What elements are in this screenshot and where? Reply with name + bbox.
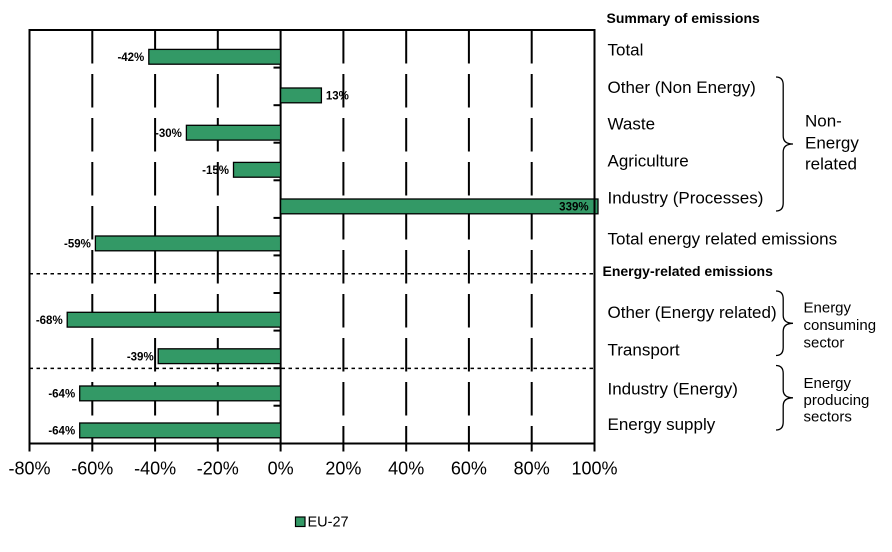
svg-text:100%: 100% [571, 459, 617, 479]
svg-text:Energy: Energy [804, 375, 852, 392]
svg-text:EU-27: EU-27 [308, 515, 349, 531]
svg-text:producing: producing [804, 392, 870, 409]
svg-text:sectors: sectors [804, 408, 852, 425]
svg-text:Summary of emissions: Summary of emissions [607, 10, 760, 26]
svg-text:80%: 80% [514, 459, 550, 479]
svg-text:Total: Total [608, 40, 644, 59]
svg-text:60%: 60% [451, 459, 487, 479]
svg-text:Waste: Waste [608, 115, 656, 134]
svg-text:-20%: -20% [197, 459, 239, 479]
svg-text:-39%: -39% [127, 351, 154, 363]
svg-text:339%: 339% [559, 202, 588, 214]
svg-text:related: related [805, 155, 857, 174]
svg-text:Industry (Energy): Industry (Energy) [608, 379, 738, 398]
svg-text:40%: 40% [388, 459, 424, 479]
svg-text:-68%: -68% [36, 315, 63, 327]
svg-text:-80%: -80% [8, 459, 50, 479]
svg-text:Energy-related emissions: Energy-related emissions [603, 263, 774, 279]
svg-text:-60%: -60% [71, 459, 113, 479]
svg-text:Energy: Energy [805, 134, 859, 153]
svg-text:-40%: -40% [134, 459, 176, 479]
svg-text:-15%: -15% [202, 165, 229, 177]
svg-text:Energy: Energy [804, 300, 852, 317]
svg-text:Other (Non Energy): Other (Non Energy) [608, 78, 756, 97]
svg-text:consuming: consuming [804, 317, 877, 334]
svg-text:Industry (Processes): Industry (Processes) [608, 189, 764, 208]
svg-text:Energy supply: Energy supply [608, 415, 716, 434]
svg-text:Non-: Non- [805, 112, 842, 131]
svg-text:-30%: -30% [155, 128, 182, 140]
svg-text:0%: 0% [268, 459, 294, 479]
svg-text:Other (Energy related): Other (Energy related) [608, 303, 777, 322]
svg-text:-42%: -42% [117, 52, 144, 64]
svg-text:Total energy related emissions: Total energy related emissions [608, 229, 838, 248]
svg-text:sector: sector [804, 334, 845, 351]
svg-text:13%: 13% [326, 91, 349, 103]
svg-text:Agriculture: Agriculture [608, 152, 689, 171]
svg-text:-64%: -64% [48, 389, 75, 401]
svg-text:-64%: -64% [48, 426, 75, 438]
svg-text:20%: 20% [325, 459, 361, 479]
svg-text:-59%: -59% [64, 239, 91, 251]
svg-text:Transport: Transport [608, 340, 680, 359]
